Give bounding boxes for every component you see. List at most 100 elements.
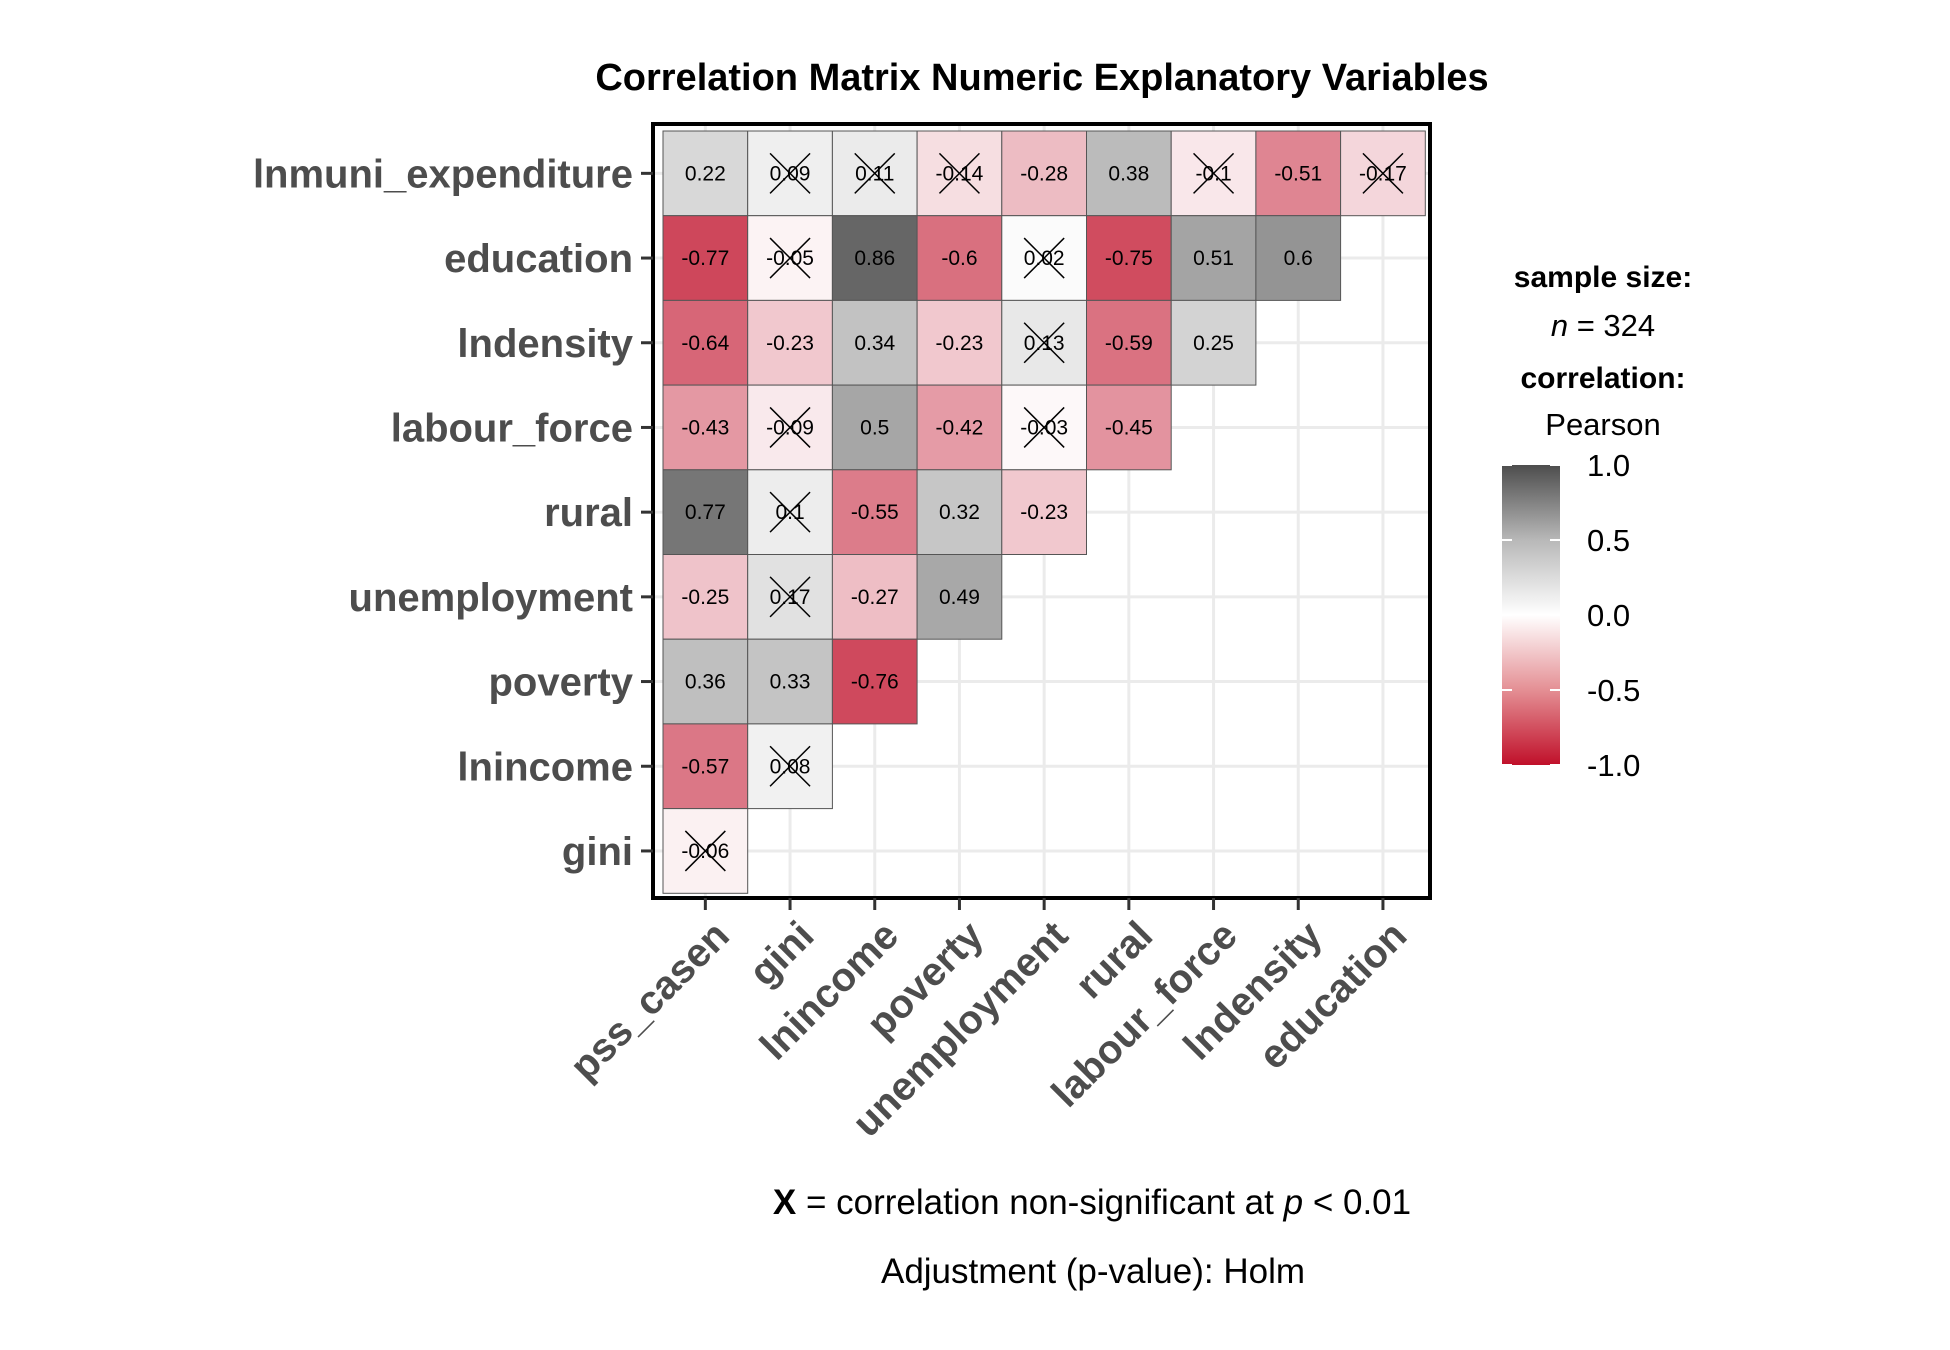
cell-fill [1001, 469, 1087, 555]
heatmap-cell: -0.45 [1086, 384, 1172, 471]
heatmap-cell: 0.11 [831, 130, 918, 217]
cell-fill [1001, 130, 1087, 217]
heatmap-cell: -0.57 [662, 723, 749, 810]
heatmap-cell: 0.77 [662, 469, 749, 555]
legend-ticks: 1.0 0.5 0.0 -0.5 -1.0 [1502, 448, 1640, 783]
heatmap-cell: 0.36 [662, 638, 749, 725]
heatmap-cell: -0.1 [1170, 130, 1257, 217]
chart-title: Correlation Matrix Numeric Explanatory V… [595, 57, 1488, 99]
caption-x-symbol: X [773, 1183, 797, 1222]
axis-ticks [641, 171, 1385, 910]
cell-value-label: -0.27 [851, 586, 899, 609]
heatmap-cell: -0.28 [1001, 130, 1087, 217]
heatmap-cell: -0.09 [747, 384, 833, 471]
cell-value-label: -0.23 [1020, 501, 1068, 524]
cell-value-label: 0.5 [860, 416, 889, 439]
heatmap-cell: 0.38 [1086, 130, 1172, 217]
heatmap-cell: 0.33 [747, 638, 833, 725]
cell-value-label: -0.76 [851, 671, 899, 694]
heatmap-cell: 0.6 [1255, 215, 1342, 301]
x-axis-label: pss_casen [562, 913, 738, 1089]
heatmap-cell: -0.59 [1086, 299, 1172, 386]
y-axis-label: poverty [489, 661, 634, 705]
cell-fill [831, 554, 918, 640]
cell-value-label: 0.22 [685, 162, 726, 185]
cell-fill [831, 638, 918, 725]
cell-fill [916, 299, 1003, 386]
heatmap-cell: -0.27 [831, 554, 918, 640]
y-axis-label: unemployment [349, 576, 633, 620]
cell-value-label: 0.25 [1193, 332, 1234, 355]
y-axis-label: gini [562, 830, 633, 874]
heatmap-cell: -0.77 [662, 215, 749, 301]
heatmap-cell: 0.13 [1001, 299, 1087, 386]
cell-fill [662, 469, 749, 555]
nonsignificant-cross [854, 152, 896, 194]
heatmap-cell: 0.51 [1170, 215, 1257, 301]
cell-value-label: 0.33 [770, 671, 811, 694]
caption-significance: X = correlation non-significant at p < 0… [773, 1183, 1411, 1222]
legend-tick-label: 0.0 [1587, 598, 1630, 633]
heatmap-cell: -0.23 [916, 299, 1003, 386]
cell-fill [1255, 215, 1342, 301]
heatmap-cell: 0.02 [1001, 215, 1087, 301]
cell-value-label: 0.51 [1193, 247, 1234, 270]
cell-value-label: -0.77 [681, 247, 729, 270]
cell-value-label: -0.23 [936, 332, 984, 355]
cell-fill [916, 215, 1003, 301]
cell-value-label: -0.64 [681, 332, 729, 355]
cell-fill [1255, 130, 1342, 217]
cell-fill [831, 384, 918, 471]
cell-value-label: -0.45 [1105, 416, 1153, 439]
cell-fill [916, 554, 1003, 640]
heatmap-cell: -0.55 [831, 469, 918, 555]
heatmap-cell: -0.43 [662, 384, 749, 471]
nonsignificant-cross [769, 491, 811, 533]
heatmap-cell: -0.51 [1255, 130, 1342, 217]
cell-value-label: 0.86 [854, 247, 895, 270]
legend-tick-label: -1.0 [1587, 748, 1640, 783]
cell-fill [916, 384, 1003, 471]
heatmap-cell: 0.1 [747, 469, 833, 555]
cell-fill [1086, 384, 1172, 471]
legend-correlation-title: correlation: [1520, 362, 1685, 395]
legend-sample-size-title: sample size: [1514, 261, 1692, 294]
cell-fill [1086, 299, 1172, 386]
cell-value-label: -0.43 [681, 416, 729, 439]
cell-fill [662, 554, 749, 640]
cell-value-label: 0.32 [939, 501, 980, 524]
heatmap-cell: -0.14 [916, 130, 1003, 217]
caption-adjustment: Adjustment (p-value): Holm [881, 1252, 1305, 1291]
nonsignificant-cross [938, 152, 980, 194]
x-axis-labels: pss_casen ginilnincomepovertyunemployment… [562, 913, 1415, 1146]
y-axis-labels: lnmuni_expenditure education lndensity labo… [253, 152, 634, 874]
cell-fill [747, 469, 833, 555]
nonsignificant-cross [1023, 322, 1065, 364]
y-axis-label: labour_force [391, 406, 633, 450]
heatmap-cell: 0.09 [747, 130, 833, 217]
cell-value-label: 0.77 [685, 501, 726, 524]
legend-tick-label: 1.0 [1587, 448, 1630, 483]
heatmap-cell: 0.17 [747, 554, 833, 640]
nonsignificant-cross [769, 406, 811, 448]
legend: sample size: n = 324 correlation: Pearso… [1502, 261, 1692, 783]
heatmap-cell: -0.6 [916, 215, 1003, 301]
cell-fill [662, 130, 749, 217]
nonsignificant-cross [769, 152, 811, 194]
y-axis-label: lnincome [457, 745, 633, 789]
heatmap-cell: 0.22 [662, 130, 749, 217]
cell-fill [662, 299, 749, 386]
legend-n-value: = 324 [1577, 308, 1655, 343]
nonsignificant-cross [1023, 406, 1065, 448]
cell-value-label: -0.75 [1105, 247, 1153, 270]
heatmap-cell: -0.25 [662, 554, 749, 640]
cell-value-label: 0.38 [1108, 162, 1149, 185]
heatmap-cell: -0.75 [1086, 215, 1172, 301]
heatmap-cells: 0.22 0.090.11-0.14 -0.28 0.38 -0.1 -0.51 -0.17… [662, 130, 1426, 894]
y-axis-label: lndensity [457, 322, 633, 366]
legend-sample-size: n = 324 [1551, 308, 1655, 343]
caption-text-a: = correlation non-significant at [806, 1183, 1284, 1222]
heatmap-cell: -0.17 [1340, 130, 1426, 217]
legend-tick-label: -0.5 [1587, 673, 1640, 708]
